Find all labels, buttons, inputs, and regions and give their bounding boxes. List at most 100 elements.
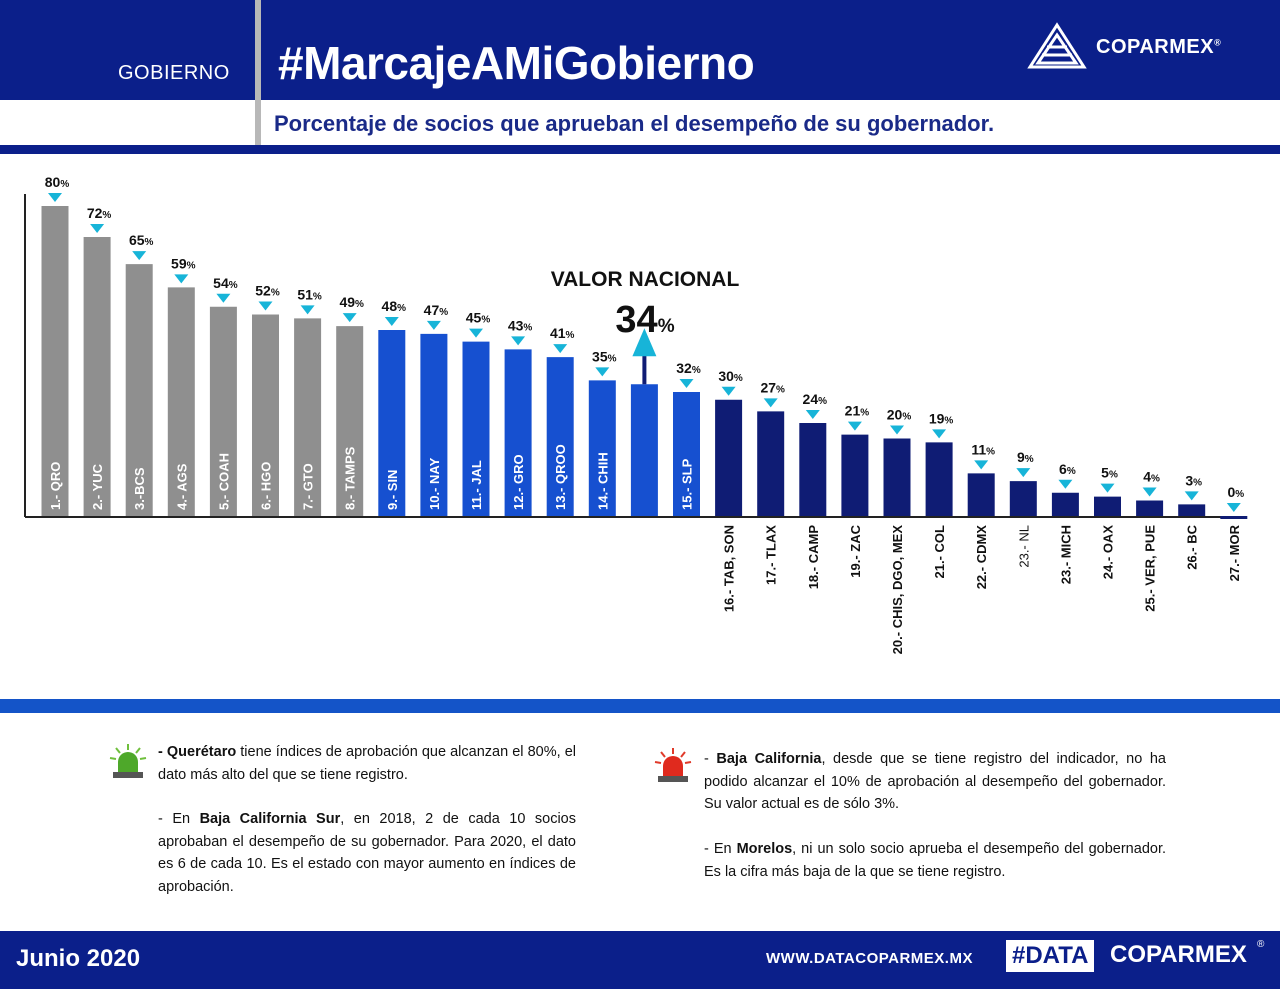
value-label: 54% xyxy=(213,275,238,291)
value-label: 19% xyxy=(929,410,954,426)
category-label: 18.- CAMP xyxy=(806,525,821,590)
bar xyxy=(967,473,995,516)
bottom-band xyxy=(0,699,1280,713)
value-marker-icon xyxy=(1016,468,1031,478)
category-label: 3.-BCS xyxy=(132,467,147,510)
bar xyxy=(420,333,448,516)
category-label: 1.- QRO xyxy=(48,462,63,510)
bar xyxy=(925,442,953,516)
value-label: 47% xyxy=(424,302,449,318)
value-marker-icon xyxy=(679,379,694,388)
value-label: 27% xyxy=(760,379,785,395)
bar xyxy=(125,264,153,516)
footer-url[interactable]: WWW.DATACOPARMEX.MX xyxy=(766,950,973,967)
bar xyxy=(252,314,279,516)
value-label: 43% xyxy=(508,317,533,333)
green-siren-icon xyxy=(109,744,147,778)
section-label: GOBIERNO xyxy=(118,62,230,84)
bar xyxy=(799,423,827,516)
value-marker-icon xyxy=(300,305,315,315)
red-siren-icon xyxy=(654,748,692,782)
bar-national xyxy=(630,384,658,516)
bar xyxy=(1220,516,1248,519)
top-band xyxy=(0,145,1280,154)
bar xyxy=(294,318,322,516)
value-label: 3% xyxy=(1185,472,1202,488)
category-label: 10.- NAY xyxy=(427,457,442,510)
coparmex-logo: COPARMEX® xyxy=(1026,22,1256,72)
value-marker-icon xyxy=(426,320,441,330)
note-morelos: - En Morelos, ni un solo socio aprueba e… xyxy=(704,841,1167,880)
category-label: 7.- GTO xyxy=(301,463,316,510)
category-label: 6.- HGO xyxy=(259,462,274,510)
bar xyxy=(41,206,69,516)
category-label: 2.- YUC xyxy=(90,463,105,510)
category-label: 9.- SIN xyxy=(385,470,400,510)
bar xyxy=(588,380,616,516)
footer-date: Junio 2020 xyxy=(16,945,141,972)
value-marker-icon xyxy=(342,313,357,323)
bar xyxy=(673,392,700,516)
category-label: 25.- VER, PUE xyxy=(1143,525,1158,612)
value-label: 24% xyxy=(803,391,828,407)
bar xyxy=(336,326,364,516)
bar xyxy=(1051,492,1079,516)
value-label: 65% xyxy=(129,232,154,248)
national-value-label: VALOR NACIONAL xyxy=(551,268,740,291)
bar xyxy=(757,411,785,516)
bar xyxy=(504,349,532,516)
approval-bar-chart: 80% 1.- QRO 72% 2.- YUC 65% 3.-BCS 59% 4.- AGS 5… xyxy=(24,174,1248,655)
value-marker-icon xyxy=(553,344,568,354)
category-label: 20.- CHIS, DGO, MEX xyxy=(890,525,905,655)
category-label: 5.- COAH xyxy=(216,453,231,510)
value-marker-icon xyxy=(384,317,399,326)
footer-bar: Junio 2020 WWW.DATACOPARMEX.MX #DATA COP… xyxy=(0,931,1280,989)
value-label: 4% xyxy=(1143,469,1160,485)
bar xyxy=(1178,504,1206,516)
bar xyxy=(83,237,111,516)
value-marker-icon xyxy=(763,398,778,408)
national-value: 34% xyxy=(615,299,674,341)
value-marker-icon xyxy=(1058,479,1073,489)
bar xyxy=(715,399,743,516)
value-marker-icon xyxy=(890,425,904,435)
category-label: 16.- TAB, SON xyxy=(722,525,737,612)
value-label: 48% xyxy=(382,298,407,314)
value-marker-icon xyxy=(1226,503,1241,512)
category-label: 14.- CHIH xyxy=(595,452,610,510)
category-label: 8.- TAMPS xyxy=(343,446,358,510)
value-label: 6% xyxy=(1059,461,1076,477)
value-label: 49% xyxy=(339,294,364,310)
bar xyxy=(1136,500,1164,516)
value-marker-icon xyxy=(258,301,273,311)
category-label: 15.- SLP xyxy=(680,458,695,510)
bar xyxy=(841,434,869,516)
value-marker-icon xyxy=(1184,491,1199,501)
value-label: 51% xyxy=(297,286,322,302)
logo-brand-text: COPARMEX® xyxy=(1096,36,1222,58)
value-label: 80% xyxy=(45,174,70,190)
bar xyxy=(1094,496,1121,516)
footer-data-tag: #DATA xyxy=(1006,940,1095,972)
category-label: 19.- ZAC xyxy=(848,524,863,577)
header-divider xyxy=(255,0,261,145)
value-marker-icon xyxy=(1100,483,1115,493)
bar xyxy=(546,357,574,516)
national-arrow-shaft xyxy=(642,354,647,385)
category-label: 23.- NL xyxy=(1016,525,1031,568)
value-marker-icon xyxy=(216,293,231,303)
value-label: 21% xyxy=(845,403,870,419)
category-label: 24.- OAX xyxy=(1101,525,1116,580)
value-marker-icon xyxy=(847,421,862,431)
value-label: 45% xyxy=(466,310,491,326)
coparmex-logo-icon xyxy=(1027,22,1087,69)
value-marker-icon xyxy=(511,336,526,346)
national-arrow-icon xyxy=(632,328,657,385)
value-marker-icon xyxy=(174,274,189,284)
category-label: 23.- MICH xyxy=(1058,525,1073,584)
footer-brand: COPARMEX xyxy=(1110,941,1247,968)
national-arrow-head xyxy=(632,328,657,357)
value-label: 32% xyxy=(676,360,701,376)
category-label: 22.- CDMX xyxy=(974,525,989,590)
value-marker-icon xyxy=(595,367,610,377)
